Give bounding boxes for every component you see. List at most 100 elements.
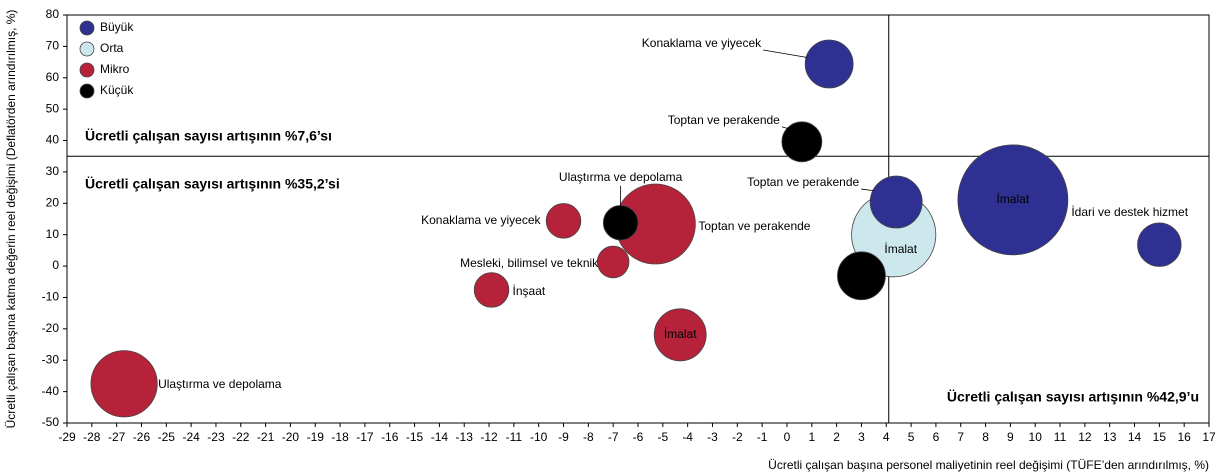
bubble-label: İmalat [845, 268, 878, 282]
leader-line [861, 188, 875, 192]
x-tick-label: 12 [1078, 430, 1092, 444]
bubble [1137, 222, 1182, 267]
y-tick-label: 0 [52, 258, 59, 272]
x-tick-label: 7 [957, 430, 964, 444]
x-tick-label: -28 [83, 430, 101, 444]
x-tick-label: 5 [908, 430, 915, 444]
x-tick-label: -14 [431, 430, 449, 444]
bubble [473, 272, 510, 308]
x-tick-label: 3 [858, 430, 865, 444]
x-tick-label: -2 [732, 430, 743, 444]
x-tick-label: 13 [1103, 430, 1117, 444]
legend-label: Büyük [100, 20, 134, 34]
legend-marker [79, 62, 95, 78]
x-tick-label: -11 [506, 430, 523, 444]
x-tick-label: 0 [784, 430, 791, 444]
x-tick-label: 11 [1054, 430, 1067, 444]
x-tick-label: -13 [456, 430, 474, 444]
legend-label: Mikro [100, 62, 130, 76]
bubble-label: İmalat [884, 242, 917, 256]
x-tick-label: 1 [808, 430, 815, 444]
y-tick-label: 50 [46, 101, 60, 115]
x-tick-label: -10 [530, 430, 548, 444]
bubble [869, 175, 923, 229]
x-tick-label: -7 [608, 430, 619, 444]
y-tick-label: -40 [42, 384, 60, 398]
bubble [596, 245, 630, 279]
bubble [545, 203, 582, 239]
x-tick-label: -15 [406, 430, 424, 444]
bubble-label: Mesleki, bilimsel ve teknik [460, 256, 599, 270]
x-tick-label: -20 [282, 430, 300, 444]
x-tick-label: -24 [182, 430, 200, 444]
y-axis-label: Ücretli çalışan başına katma değerin ree… [4, 10, 18, 429]
x-tick-label: -26 [133, 430, 151, 444]
x-tick-label: -23 [207, 430, 225, 444]
y-tick-label: 10 [46, 227, 60, 241]
y-tick-label: 60 [46, 70, 60, 84]
x-tick-label: -29 [58, 430, 76, 444]
y-tick-label: 80 [46, 7, 60, 21]
x-tick-label: 4 [883, 430, 890, 444]
x-tick-label: 10 [1029, 430, 1043, 444]
x-axis-label: Ücretli çalışan başına personel maliyeti… [768, 458, 1209, 472]
leader-line [763, 49, 808, 58]
x-tick-label: 14 [1128, 430, 1142, 444]
y-tick-label: -10 [42, 290, 60, 304]
legend-marker [79, 20, 95, 36]
bubble-label: Konaklama ve yiyecek [642, 36, 762, 50]
x-tick-label: -22 [232, 430, 250, 444]
x-tick-label: 2 [833, 430, 840, 444]
legend-marker [79, 41, 95, 57]
x-tick-label: 6 [933, 430, 940, 444]
bubble [804, 39, 854, 89]
bubble-label: İmalat [664, 327, 697, 341]
bubble [90, 350, 158, 418]
x-tick-label: -19 [307, 430, 325, 444]
leader-line [781, 126, 789, 130]
y-tick-label: 40 [46, 133, 60, 147]
bubble [781, 121, 823, 163]
x-tick-label: -16 [381, 430, 399, 444]
annotation: Ücretli çalışan sayısı artışının %7,6’sı [85, 128, 332, 144]
legend-label: Küçük [100, 83, 134, 97]
x-tick-label: -12 [480, 430, 498, 444]
x-tick-label: -6 [633, 430, 644, 444]
legend-label: Orta [100, 41, 124, 55]
x-tick-label: -25 [158, 430, 176, 444]
x-tick-label: 15 [1153, 430, 1167, 444]
y-tick-label: 70 [46, 39, 60, 53]
y-tick-label: 20 [46, 195, 60, 209]
x-tick-label: 9 [1007, 430, 1014, 444]
bubble-label: Konaklama ve yiyecek [421, 213, 541, 227]
y-tick-label: 30 [46, 164, 60, 178]
x-tick-label: -27 [108, 430, 126, 444]
y-tick-label: -20 [42, 321, 60, 335]
annotation: Ücretli çalışan sayısı artışının %42,9’u [947, 389, 1199, 405]
y-tick-label: -30 [42, 352, 60, 366]
x-tick-label: -18 [331, 430, 349, 444]
bubble [957, 144, 1069, 256]
x-tick-label: -8 [583, 430, 594, 444]
x-tick-label: 17 [1202, 430, 1216, 444]
bubble [602, 205, 639, 241]
x-tick-label: -5 [657, 430, 668, 444]
bubble-label: Ulaştırma ve depolama [158, 377, 282, 391]
annotation: Ücretli çalışan sayısı artışının %35,2’s… [85, 176, 340, 192]
bubble-label: Toptan ve perakende [668, 113, 780, 127]
x-tick-label: -1 [757, 430, 768, 444]
bubble-label: İmalat [997, 192, 1030, 206]
x-tick-label: -3 [707, 430, 718, 444]
x-tick-label: -21 [257, 430, 275, 444]
x-tick-label: -4 [682, 430, 693, 444]
x-tick-label: -17 [356, 430, 374, 444]
y-tick-label: -50 [42, 415, 60, 429]
x-tick-label: 8 [982, 430, 989, 444]
bubble-label: Toptan ve perakende [747, 175, 859, 189]
x-tick-label: 16 [1177, 430, 1191, 444]
bubble-label: İnşaat [513, 284, 546, 298]
bubble [653, 308, 707, 362]
bubble [837, 251, 886, 301]
